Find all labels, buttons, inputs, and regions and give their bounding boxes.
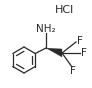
Text: F: F xyxy=(81,48,87,58)
Text: NH₂: NH₂ xyxy=(36,24,56,34)
Text: F: F xyxy=(77,36,83,46)
Text: F: F xyxy=(70,66,76,76)
Text: HCl: HCl xyxy=(55,5,75,15)
Polygon shape xyxy=(46,48,62,57)
